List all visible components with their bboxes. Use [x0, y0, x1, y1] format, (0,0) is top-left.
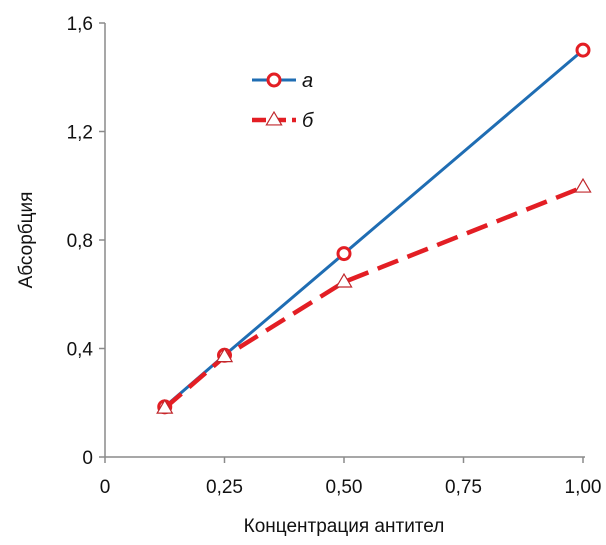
x-axis-ticks: 0 0,25 0,50 0,75 1,00 [100, 457, 602, 498]
x-tick-label: 1,00 [565, 477, 602, 498]
y-axis-title: Абсорбция [16, 192, 37, 289]
data-point [574, 177, 592, 193]
data-point [336, 246, 352, 262]
legend: аб [252, 70, 314, 132]
legend-label: а [302, 70, 313, 92]
axes [104, 23, 585, 458]
y-axis-ticks: 0 0,4 0,8 1,2 1,6 [67, 14, 105, 469]
series-layer [156, 42, 592, 415]
y-tick-label: 1,6 [67, 14, 93, 35]
data-point [156, 398, 174, 414]
x-tick-label: 0,50 [326, 477, 363, 498]
y-tick-label: 0,4 [67, 340, 94, 361]
series-2 [156, 177, 592, 414]
data-point [215, 347, 234, 363]
x-axis-title: Концентрация антител [244, 516, 445, 537]
x-tick-label: 0,25 [206, 477, 243, 498]
y-tick-label: 0 [82, 448, 93, 469]
y-tick-label: 1,2 [67, 123, 93, 144]
x-tick-label: 0,75 [445, 477, 482, 498]
x-tick-label: 0 [100, 477, 111, 498]
legend-item: б [252, 110, 314, 132]
y-tick-label: 0,8 [67, 231, 93, 252]
data-point [575, 42, 591, 58]
legend-item: а [252, 70, 313, 92]
legend-label: б [302, 110, 314, 132]
series-line [163, 185, 584, 410]
data-point [335, 272, 353, 288]
legend-marker [266, 72, 282, 88]
legend-marker [265, 110, 283, 126]
